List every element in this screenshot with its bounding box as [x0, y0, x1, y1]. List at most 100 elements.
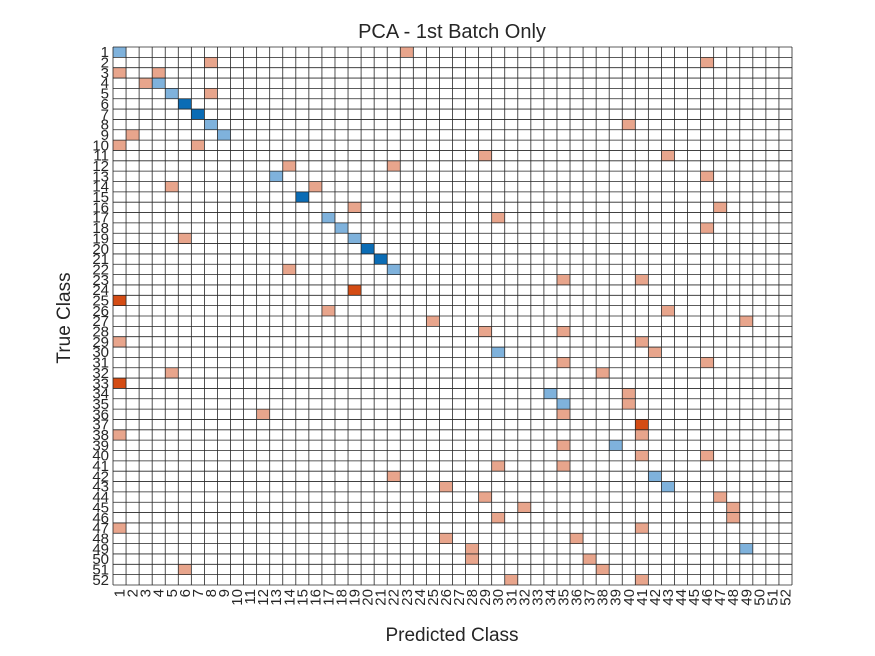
x-tick-label: 49: [738, 589, 755, 606]
y-tick-label: 7: [101, 106, 109, 123]
heatmap-cell: [439, 481, 453, 492]
y-tick-label: 34: [92, 386, 109, 403]
x-tick-label: 7: [190, 589, 207, 597]
heatmap-cell: [387, 471, 401, 482]
heatmap-cell: [321, 305, 335, 316]
y-tick-label: 49: [92, 541, 109, 558]
x-tick-label: 18: [334, 589, 351, 606]
heatmap-cell: [113, 67, 127, 79]
heatmap-cell: [635, 522, 649, 534]
heatmap-cell: [556, 274, 571, 285]
y-axis-label: True Class: [54, 272, 75, 363]
heatmap-cell: [700, 171, 714, 182]
heatmap-cell: [152, 67, 166, 79]
y-tick-label: 14: [92, 179, 109, 196]
heatmap-cell: [191, 140, 205, 151]
y-tick-label: 28: [92, 324, 109, 341]
x-tick-label: 28: [464, 589, 481, 606]
heatmap-cell: [556, 440, 571, 451]
x-tick-label: 51: [764, 589, 781, 606]
x-tick-label: 25: [425, 589, 442, 606]
y-tick-label: 41: [92, 458, 109, 475]
heatmap-cell: [648, 347, 662, 358]
heatmap-cell: [439, 533, 453, 544]
x-tick-label: 13: [268, 589, 285, 606]
heatmap-cell: [113, 47, 127, 58]
heatmap-cell: [400, 47, 414, 58]
x-tick-label: 38: [595, 589, 612, 606]
y-tick-label: 42: [92, 468, 109, 485]
heatmap-cell: [113, 140, 127, 151]
y-tick-label: 31: [92, 355, 109, 372]
y-tick-label: 32: [92, 365, 109, 382]
heatmap-cell: [556, 460, 571, 472]
x-tick-label: 12: [255, 589, 272, 606]
heatmap-cell: [348, 202, 362, 213]
y-tick-label: 9: [101, 127, 109, 144]
x-tick-label: 1: [112, 589, 129, 597]
x-tick-label: 46: [699, 589, 716, 606]
x-tick-label: 26: [438, 589, 455, 606]
y-tick-label: 38: [92, 427, 109, 444]
y-tick-label: 35: [92, 396, 109, 413]
x-tick-label: 22: [386, 589, 403, 606]
x-tick-label: 36: [569, 589, 586, 606]
heatmap-cell: [583, 553, 597, 565]
heatmap-cell: [661, 481, 675, 492]
x-tick-label: 20: [360, 589, 377, 606]
heatmap-cell: [713, 202, 727, 213]
y-tick-label: 20: [92, 241, 109, 258]
heatmap-cell: [596, 367, 610, 379]
x-tick-label: 9: [216, 589, 233, 597]
y-tick-label: 27: [92, 313, 109, 330]
heatmap-cell: [178, 564, 192, 575]
x-tick-labels: 1234567891011121314151617181920212223242…: [112, 589, 795, 606]
x-tick-label: 6: [177, 589, 194, 597]
heatmap-cell: [635, 336, 649, 348]
y-tick-label: 40: [92, 448, 109, 465]
x-tick-label: 44: [673, 589, 690, 606]
heatmap-cell: [334, 222, 349, 234]
chart-title: PCA - 1st Batch Only: [358, 21, 546, 43]
heatmap-cell: [700, 222, 714, 234]
heatmap-cell: [361, 243, 375, 254]
y-tick-label: 48: [92, 530, 109, 547]
heatmap-cell: [217, 129, 231, 141]
heatmap-cells: [113, 47, 753, 585]
x-tick-label: 17: [320, 589, 337, 606]
x-tick-label: 15: [294, 589, 311, 606]
heatmap-cell: [622, 119, 636, 130]
x-tick-label: 27: [451, 589, 468, 606]
y-tick-label: 43: [92, 479, 109, 496]
y-tick-label: 1: [101, 44, 109, 61]
heatmap-cell: [165, 88, 179, 99]
y-tick-label: 15: [92, 189, 109, 206]
heatmap-cell: [113, 378, 127, 389]
x-tick-label: 29: [477, 589, 494, 606]
heatmap-cell: [139, 78, 153, 89]
heatmap-cell: [348, 233, 362, 244]
x-tick-label: 42: [647, 589, 664, 606]
y-tick-label: 8: [101, 117, 109, 134]
heatmap-cell: [478, 326, 492, 337]
heatmap-cell: [465, 553, 479, 565]
y-tick-label: 12: [92, 158, 109, 175]
heatmap-cell: [622, 398, 636, 410]
y-tick-label: 29: [92, 334, 109, 351]
y-tick-label: 22: [92, 261, 109, 278]
heatmap-cell: [374, 253, 388, 265]
y-tick-label: 16: [92, 199, 109, 216]
heatmap-cell: [739, 543, 753, 554]
y-tick-label: 23: [92, 272, 109, 289]
heatmap-cell: [204, 119, 218, 130]
heatmap-cell: [661, 150, 675, 161]
heatmap-cell: [504, 574, 518, 585]
heatmap-cell: [491, 512, 505, 523]
x-tick-label: 31: [503, 589, 520, 606]
heatmap-cell: [387, 264, 401, 275]
y-tick-label: 18: [92, 220, 109, 237]
heatmap-cell: [465, 543, 479, 554]
x-tick-label: 16: [307, 589, 324, 606]
heatmap-cell: [387, 160, 401, 172]
